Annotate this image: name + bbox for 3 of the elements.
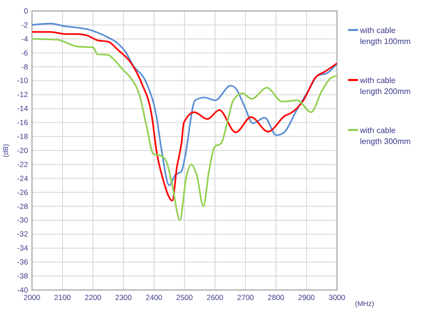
legend-label: with cable length 200mm xyxy=(359,76,412,96)
legend-label: with cable length 100mm xyxy=(359,26,412,46)
legend-label: with cable length 300mm xyxy=(359,126,412,146)
